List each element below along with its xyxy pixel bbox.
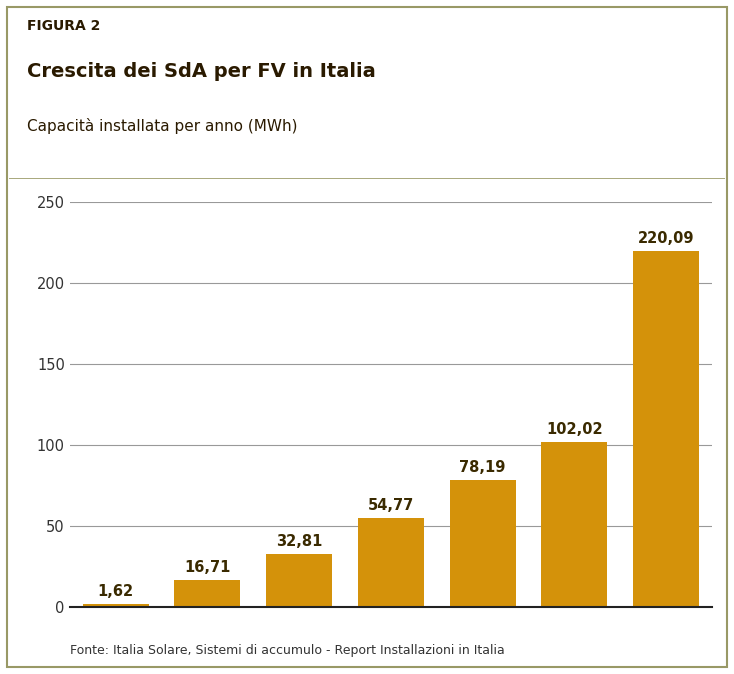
Text: 16,71: 16,71 (184, 559, 230, 575)
Text: 102,02: 102,02 (546, 422, 603, 437)
Bar (82, 604, 148, 607)
Bar (358, 518, 424, 607)
Bar (175, 580, 240, 607)
Text: 220,09: 220,09 (638, 231, 694, 246)
Text: 32,81: 32,81 (276, 534, 322, 549)
Text: Fonte: Italia Solare, Sistemi di accumulo - Report Installazioni in Italia: Fonte: Italia Solare, Sistemi di accumul… (70, 644, 504, 657)
Text: Crescita dei SdA per FV in Italia: Crescita dei SdA per FV in Italia (26, 62, 376, 81)
Text: FIGURA 2: FIGURA 2 (26, 19, 100, 33)
Text: 1,62: 1,62 (98, 584, 134, 599)
Bar (449, 480, 516, 607)
Text: Capacità installata per anno (MWh): Capacità installata per anno (MWh) (26, 119, 297, 134)
Text: 54,77: 54,77 (368, 498, 414, 513)
Bar (266, 553, 332, 607)
Bar (541, 441, 607, 607)
Bar (633, 251, 699, 607)
Text: 78,19: 78,19 (459, 460, 506, 475)
